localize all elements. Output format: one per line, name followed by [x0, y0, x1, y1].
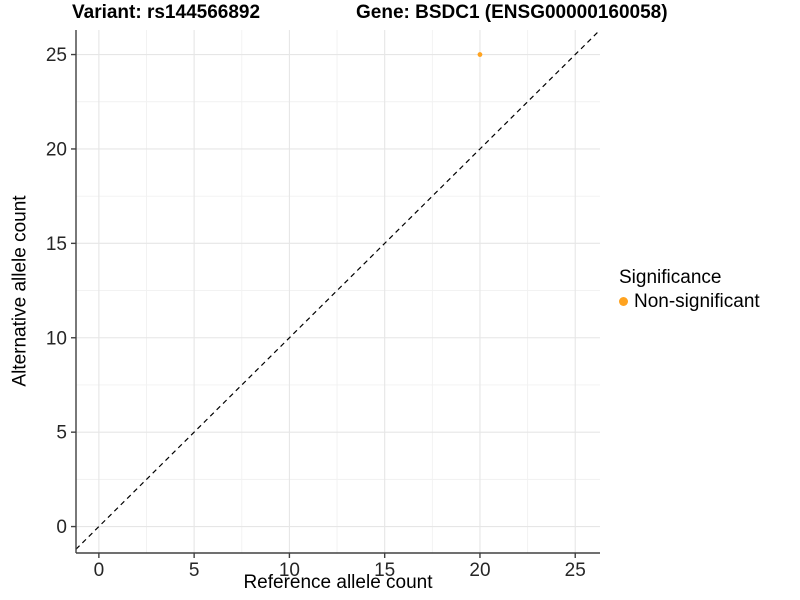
legend-entry-label: Non-significant [634, 291, 760, 312]
data-point [477, 52, 483, 57]
y-tick-label: 20 [46, 139, 67, 160]
y-tick-label: 25 [46, 45, 67, 66]
legend-entry: Non-significant [619, 290, 760, 313]
y-tick-label: 0 [56, 517, 67, 538]
x-axis-label: Reference allele count [243, 572, 433, 593]
legend-entries: Non-significant [619, 290, 760, 313]
y-tick-label: 10 [46, 328, 67, 349]
x-tick-label: 15 [374, 560, 395, 581]
x-tick-label: 0 [94, 560, 105, 581]
x-tick-label: 20 [469, 560, 490, 581]
plot-title-gene: Gene: BSDC1 (ENSG00000160058) [356, 2, 668, 23]
y-tick-label: 5 [56, 423, 67, 444]
x-tick-label: 25 [565, 560, 586, 581]
identity-dashed-line [75, 29, 601, 550]
plot-title-variant: Variant: rs144566892 [72, 2, 261, 23]
x-tick-label: 5 [189, 560, 200, 581]
legend-key-dot-icon [619, 297, 628, 306]
legend: Significance Non-significant [619, 266, 760, 313]
legend-title: Significance [619, 267, 722, 288]
y-tick-label: 15 [46, 234, 67, 255]
y-axis-label: Alternative allele count [9, 195, 31, 387]
x-tick-label: 10 [279, 560, 300, 581]
